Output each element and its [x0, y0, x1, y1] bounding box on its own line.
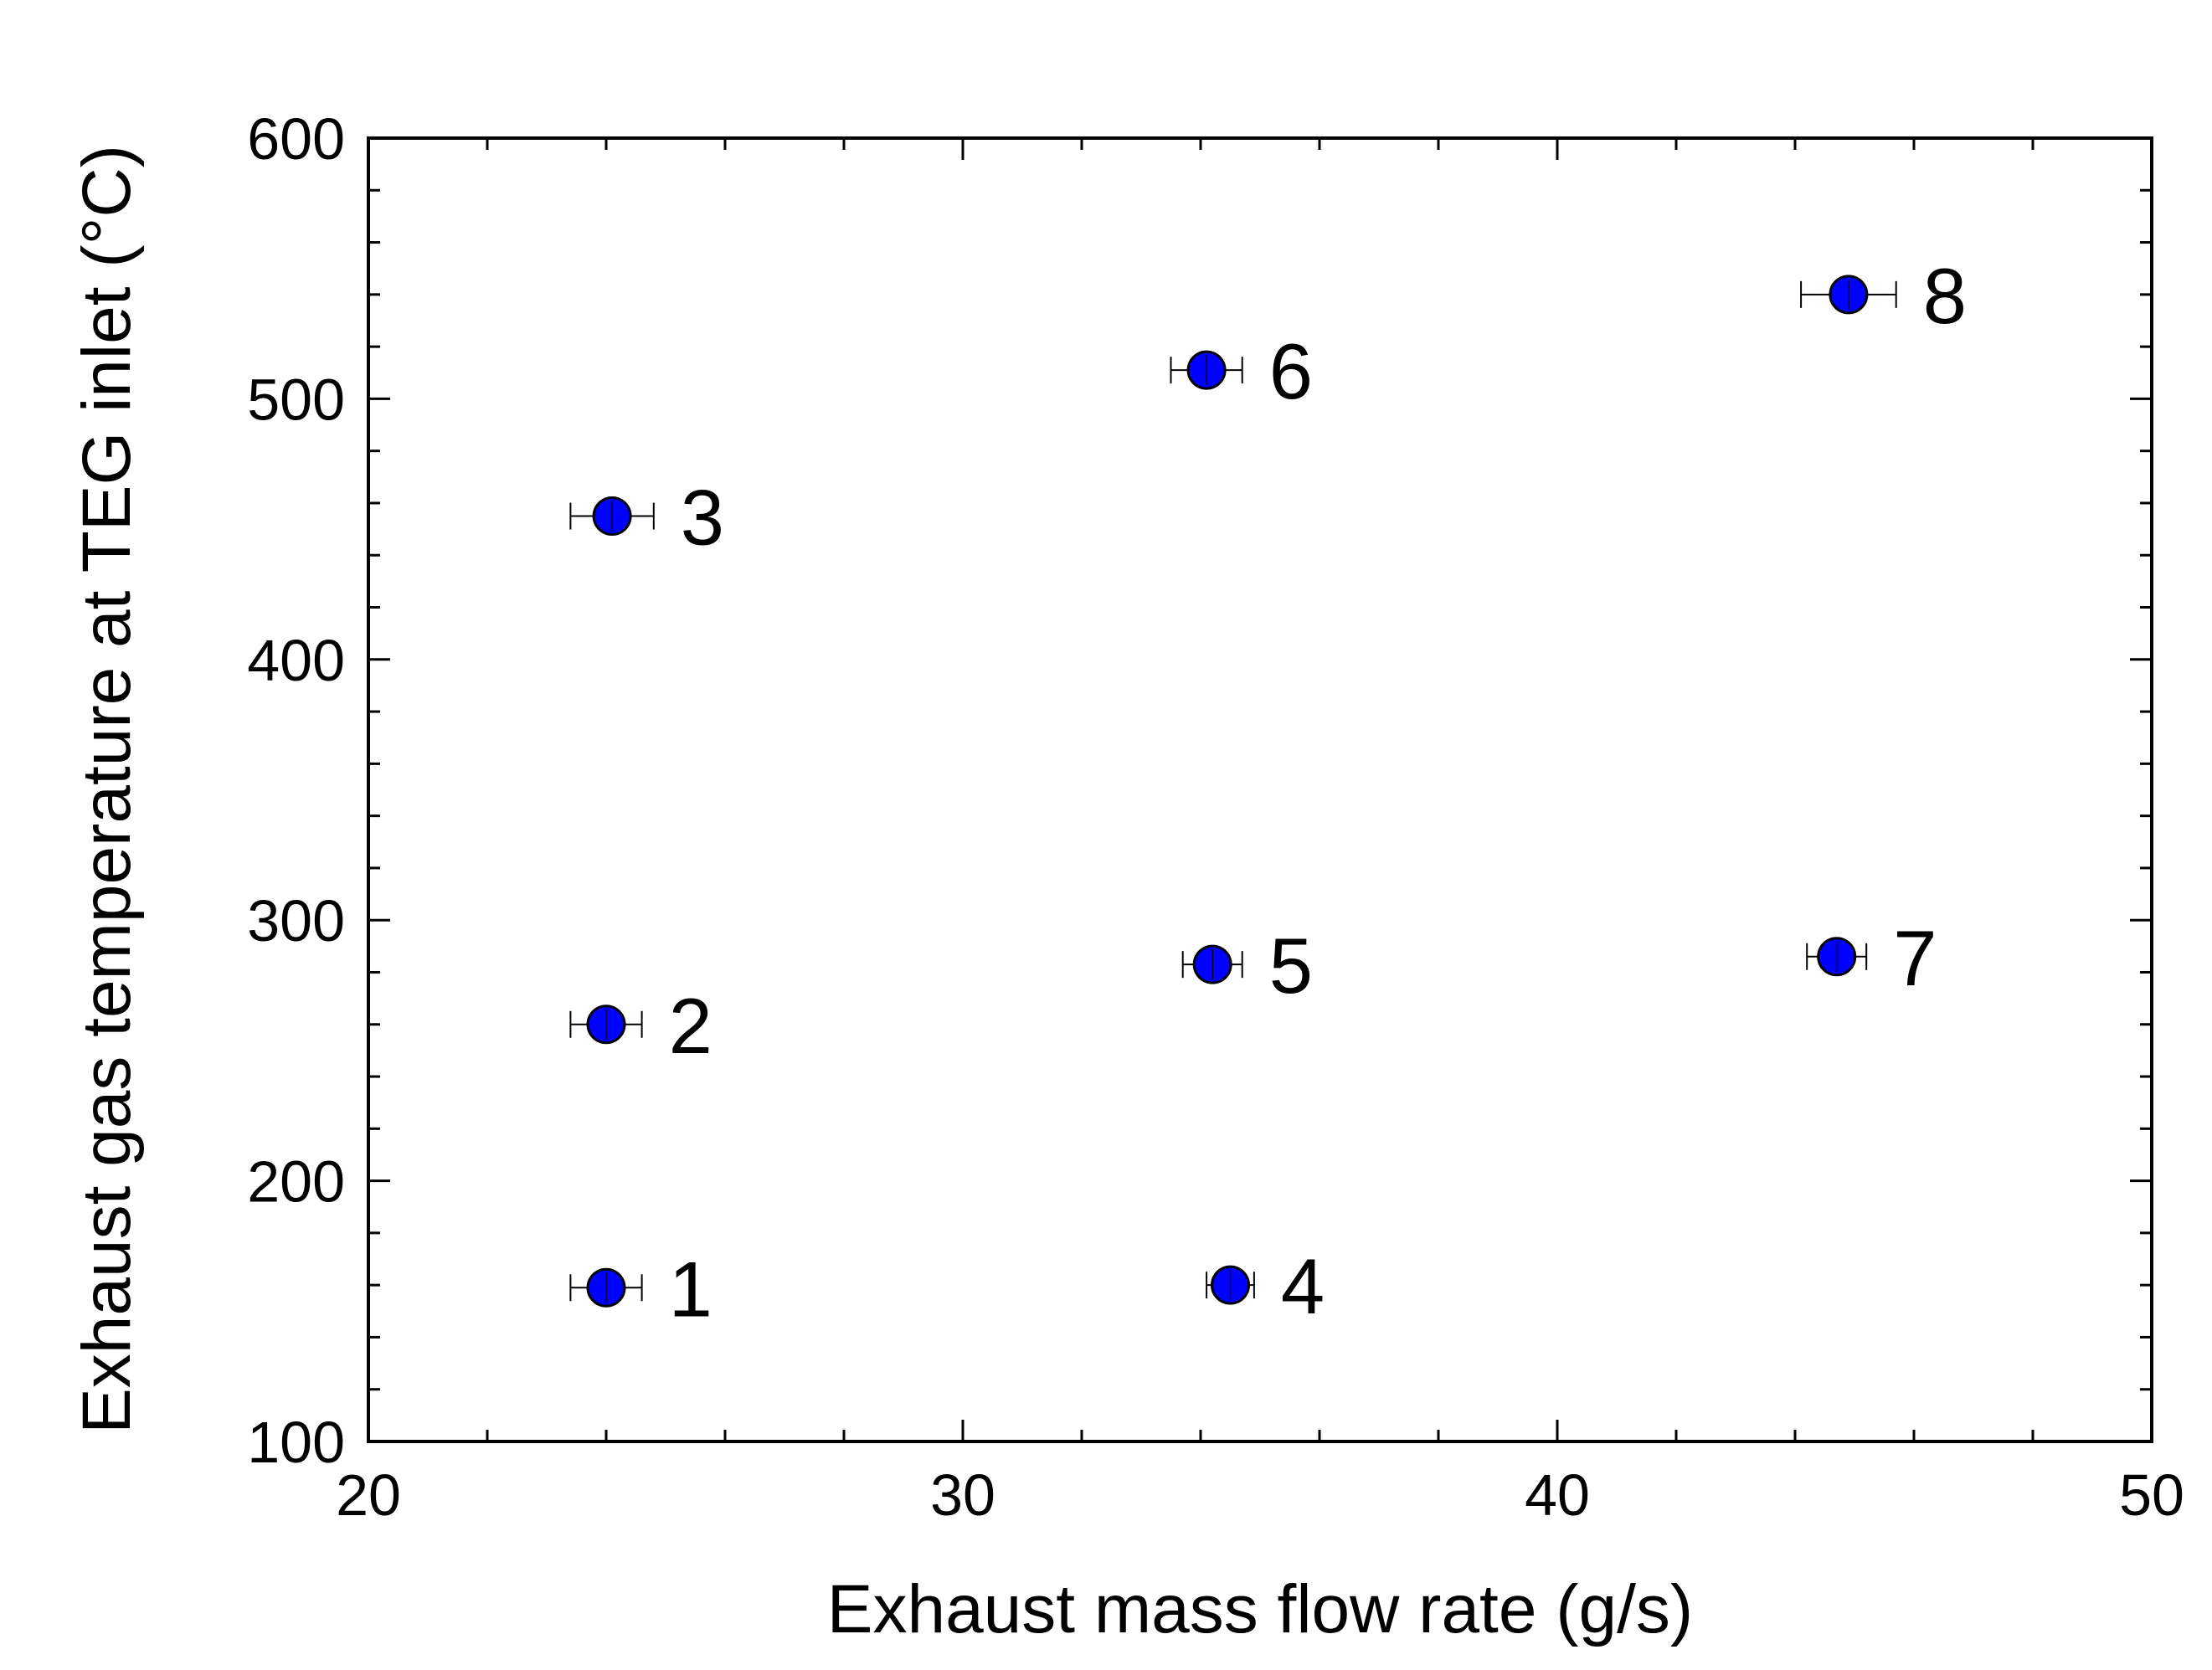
y-tick-label: 400	[247, 628, 345, 693]
data-points: 1 2 3 4 5 6 7 8	[569, 252, 1967, 1333]
y-tick-label: 100	[247, 1410, 345, 1475]
point-label: 6	[1269, 327, 1313, 415]
data-point-6: 6	[1170, 327, 1313, 415]
data-point-2: 2	[569, 982, 712, 1070]
data-point-1: 1	[569, 1245, 712, 1333]
data-point-5: 5	[1181, 922, 1313, 1010]
y-axis-title: Exhaust gas temperature at TEG inlet (°C…	[69, 145, 145, 1434]
axis-tick-labels: 20 30 40 50 100 200 300 400 500 600	[247, 106, 2184, 1528]
plot-frame	[367, 136, 2153, 1443]
x-tick-label: 40	[1525, 1462, 1590, 1528]
y-tick-label: 200	[247, 1149, 345, 1215]
data-point-8: 8	[1800, 252, 1967, 340]
y-tick-label: 300	[247, 888, 345, 953]
x-tick-label: 30	[930, 1462, 995, 1528]
x-axis-title: Exhaust mass flow rate (g/s)	[827, 1571, 1693, 1647]
y-tick-label: 600	[247, 106, 345, 172]
point-label: 1	[669, 1245, 712, 1333]
point-label: 2	[669, 982, 712, 1070]
point-label: 7	[1893, 914, 1937, 1002]
point-label: 3	[681, 474, 724, 562]
data-point-4: 4	[1206, 1242, 1325, 1330]
point-label: 8	[1923, 252, 1967, 340]
axis-ticks	[367, 136, 2153, 1443]
point-label: 4	[1281, 1242, 1325, 1330]
x-tick-label: 20	[336, 1462, 401, 1528]
data-point-3: 3	[569, 474, 724, 562]
data-point-7: 7	[1806, 914, 1937, 1002]
y-tick-label: 500	[247, 367, 345, 432]
point-label: 5	[1269, 922, 1313, 1010]
x-tick-label: 50	[2119, 1462, 2184, 1528]
